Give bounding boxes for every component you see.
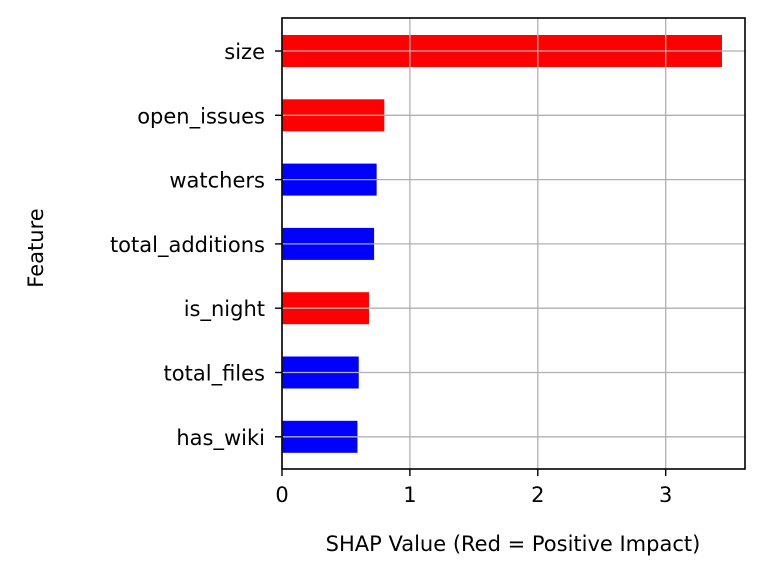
- x-tick-label: 2: [531, 483, 544, 507]
- y-tick-label: open_issues: [137, 104, 265, 129]
- x-tick-layer: 0 1 2 3: [275, 469, 672, 507]
- y-tick-layer: size open_issues watchers total_additionsis…: [110, 40, 282, 451]
- y-axis-label: Feature: [24, 208, 48, 287]
- y-tick-label: is_night: [184, 297, 265, 322]
- y-tick-label: has_wiki: [176, 426, 265, 451]
- y-tick-label: total_additions: [110, 233, 265, 258]
- y-tick-label: size: [224, 40, 265, 64]
- x-tick-label: 0: [275, 483, 288, 507]
- grid-layer: [281, 18, 745, 469]
- y-tick-label: watchers: [169, 169, 265, 193]
- x-axis-label: SHAP Value (Red = Positive Impact): [326, 532, 701, 556]
- x-tick-label: 1: [403, 483, 416, 507]
- x-tick-label: 3: [659, 483, 672, 507]
- y-tick-label: total_files: [164, 362, 265, 387]
